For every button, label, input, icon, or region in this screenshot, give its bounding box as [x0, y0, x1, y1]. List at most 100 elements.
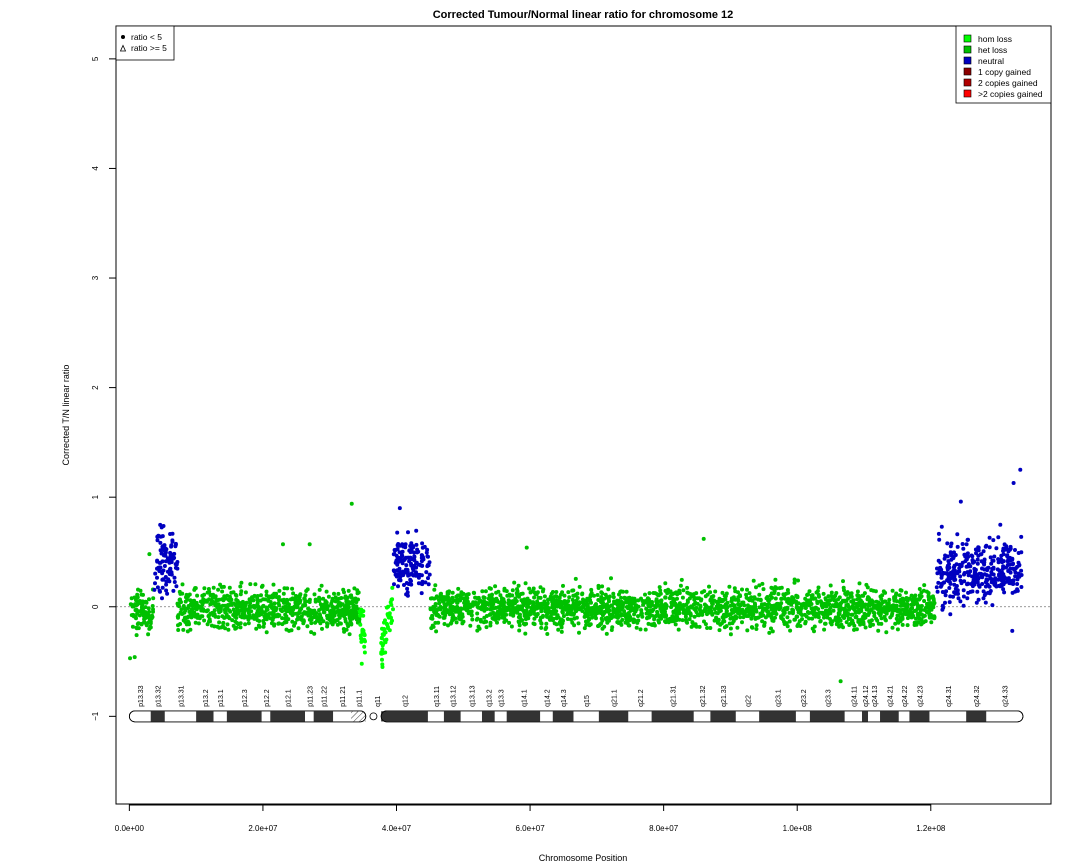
data-point [917, 611, 922, 616]
data-point [611, 591, 616, 596]
data-point [799, 606, 804, 610]
data-point [945, 554, 950, 559]
data-point [397, 550, 402, 555]
data-point [223, 603, 228, 608]
data-point [905, 623, 910, 628]
data-point [926, 597, 931, 602]
data-point [594, 602, 598, 607]
data-point [636, 614, 640, 619]
data-point [763, 615, 768, 620]
data-point [767, 598, 772, 602]
data-point [180, 582, 185, 587]
data-point [296, 611, 301, 616]
data-point [757, 592, 762, 597]
data-point [343, 612, 348, 617]
data-point [546, 606, 551, 611]
data-point [643, 627, 648, 632]
data-point [285, 601, 290, 606]
data-point [794, 593, 799, 598]
data-point [628, 599, 633, 604]
data-point [426, 576, 430, 581]
data-point [535, 601, 540, 606]
data-point [976, 583, 981, 588]
data-point [734, 615, 739, 620]
data-point [315, 618, 319, 623]
band-dark [506, 711, 541, 722]
data-point [418, 562, 423, 567]
data-point [615, 615, 620, 620]
data-point [572, 623, 577, 628]
data-point [551, 601, 556, 606]
data-point [233, 592, 238, 597]
data-point [655, 592, 660, 597]
data-point [441, 615, 446, 620]
data-point [301, 603, 306, 608]
data-point [771, 616, 776, 621]
data-point [757, 583, 762, 588]
data-point [666, 620, 671, 625]
band-label: q24.23 [917, 685, 924, 707]
data-point [712, 607, 717, 612]
data-point [866, 595, 870, 600]
data-point [824, 612, 829, 617]
data-point [896, 613, 901, 618]
data-point [292, 623, 296, 628]
data-point [402, 583, 406, 587]
data-point [773, 596, 778, 601]
data-point [143, 605, 148, 610]
data-point [288, 611, 293, 616]
data-point [272, 601, 277, 606]
data-point [532, 595, 537, 600]
data-point [893, 621, 898, 626]
data-point [411, 568, 416, 572]
data-point [676, 607, 681, 611]
data-point [172, 575, 177, 580]
data-point [785, 624, 790, 629]
data-point [675, 596, 679, 601]
data-point [803, 605, 808, 610]
data-point [422, 544, 427, 549]
data-point-outlier [147, 552, 152, 557]
data-point [831, 608, 836, 613]
data-point [632, 618, 637, 623]
data-point [914, 608, 918, 613]
data-point [255, 598, 260, 603]
data-point [879, 621, 884, 626]
band-label: q24.31 [946, 685, 953, 707]
data-point [280, 622, 285, 627]
band-dark [150, 711, 165, 722]
data-point [932, 601, 937, 605]
data-point [380, 657, 384, 662]
data-point [542, 594, 547, 599]
data-point [787, 610, 792, 615]
data-point [685, 600, 690, 604]
data-point [865, 585, 870, 590]
data-point [718, 622, 723, 627]
data-point [157, 588, 162, 593]
data-point [175, 566, 180, 571]
data-point [962, 572, 966, 577]
band-label: p13.1 [218, 689, 225, 707]
band-label: p13.32 [156, 685, 163, 707]
data-point [811, 612, 816, 617]
data-point [851, 601, 856, 605]
data-point [807, 616, 811, 621]
data-point [225, 622, 230, 627]
data-point [155, 538, 160, 543]
data-point [560, 590, 565, 595]
band-label: q23.2 [801, 689, 808, 707]
data-point [458, 611, 463, 616]
data-point [554, 590, 559, 594]
data-point [774, 612, 779, 616]
data-point [312, 608, 317, 613]
data-point [145, 612, 150, 617]
data-point [911, 614, 916, 619]
band-label: q13.12 [450, 685, 457, 707]
data-point [173, 544, 178, 549]
data-point [882, 605, 887, 610]
data-point [178, 622, 183, 626]
data-point [348, 609, 353, 613]
data-point [252, 605, 257, 610]
data-point [886, 607, 891, 612]
data-point [307, 608, 312, 613]
